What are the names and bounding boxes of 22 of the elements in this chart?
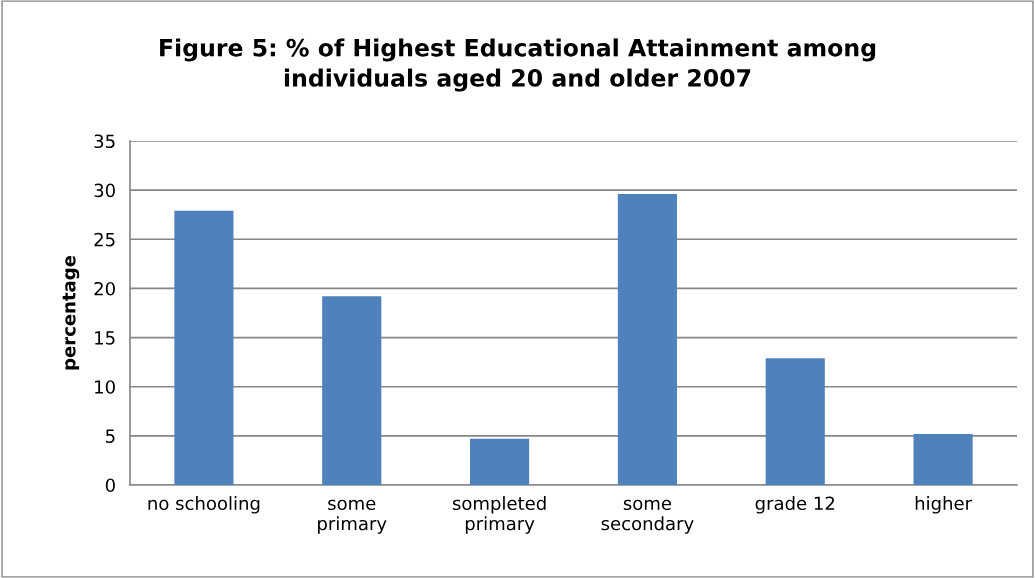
x-tick-label: no schooling [148, 496, 260, 514]
y-tick-label: 25 [94, 232, 115, 247]
bar [765, 358, 825, 485]
x-tick-label: higher [915, 496, 973, 514]
bar [617, 194, 677, 485]
y-tick-label: 20 [94, 281, 115, 296]
x-tick-label: some primary [318, 499, 387, 534]
bar [913, 433, 973, 485]
bar [174, 210, 234, 485]
y-axis-title: percentage [62, 255, 80, 370]
y-tick-label: 35 [94, 134, 115, 149]
bar [322, 296, 382, 485]
y-tick-label: 30 [94, 183, 115, 198]
y-tick-label: 5 [106, 429, 115, 443]
y-tick-label: 10 [95, 380, 115, 394]
x-tick-label: grade 12 [755, 496, 835, 514]
bar [470, 438, 530, 485]
chart-title: Figure 5: % of Highest Educational Attainment among individuals aged 20 and older 2007 [160, 38, 876, 92]
x-tick-label: sompleted primary [452, 496, 546, 534]
x-tick-label: some secondary [601, 499, 694, 534]
y-tick-label: 0 [105, 478, 115, 493]
y-tick-label: 15 [95, 331, 115, 345]
